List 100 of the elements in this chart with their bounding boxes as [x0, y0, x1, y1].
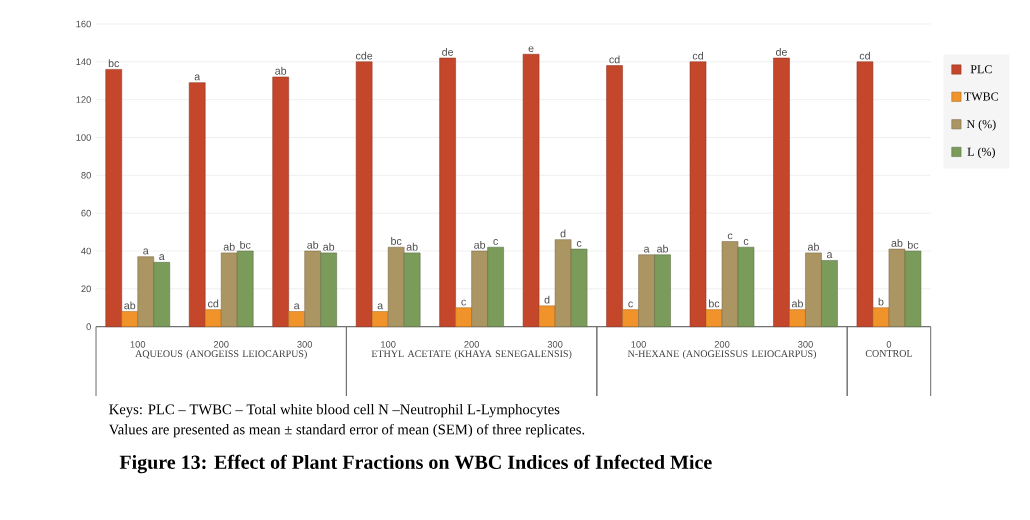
x-tick-label: 0	[886, 341, 892, 348]
bar	[188, 82, 206, 327]
x-tick-label: 200	[213, 341, 229, 348]
data-label: bc	[108, 59, 120, 68]
x-tick-label: 300	[297, 341, 313, 348]
bar	[773, 57, 790, 327]
x-tick-label: 300	[547, 341, 563, 348]
text: Values are presented as mean ± standard error of mean (SEM) of three replicates.	[108, 423, 585, 438]
legend-label: PLC	[970, 65, 992, 74]
bar	[654, 254, 671, 327]
data-label: a	[194, 74, 201, 81]
bar	[622, 309, 639, 327]
bar	[904, 250, 922, 327]
bar	[320, 252, 337, 327]
text: Figure 13: Effect of Plant Fractions on WBC Indices of Infected Mice	[119, 454, 712, 474]
data-label: ab	[657, 244, 669, 253]
bar	[371, 311, 389, 327]
bar	[721, 241, 739, 327]
data-label: c	[743, 239, 749, 245]
bar	[288, 311, 305, 327]
data-label: cd	[208, 299, 219, 308]
data-label: d	[544, 295, 550, 304]
y-tick-label: 20	[81, 285, 91, 293]
bar	[487, 246, 504, 327]
bar	[606, 65, 623, 327]
y-tick-label: 100	[76, 134, 91, 141]
bar	[538, 305, 556, 327]
text: CONTROL	[865, 350, 912, 357]
text: ETHYL ACETATE (KHAYA SENEGALENSIS)	[371, 350, 572, 360]
bar	[137, 256, 155, 327]
data-label: c	[461, 299, 467, 306]
x-tick-label: 100	[130, 341, 146, 348]
data-label: cd	[859, 51, 870, 60]
bar	[856, 61, 874, 327]
bar	[220, 252, 238, 327]
bar	[153, 262, 171, 327]
data-label: ab	[808, 242, 819, 251]
data-label: ab	[474, 240, 486, 249]
legend-label: N (%)	[966, 119, 996, 131]
data-label: ab	[406, 242, 418, 251]
bar	[121, 311, 139, 327]
x-tick-label: 300	[798, 341, 813, 348]
x-tick-label: 100	[381, 341, 396, 348]
y-tick-label: 140	[76, 58, 91, 66]
bar	[805, 252, 822, 327]
legend-label: TWBC	[964, 92, 998, 101]
data-label: ab	[124, 301, 136, 310]
data-label: a	[377, 303, 384, 310]
y-tick-label: 80	[81, 172, 91, 179]
y-tick-label: 0	[86, 323, 91, 330]
data-label: c	[576, 241, 582, 247]
bar	[439, 57, 456, 327]
y-tick-label: 40	[81, 247, 91, 255]
data-label: cd	[609, 55, 620, 64]
y-tick-label: 60	[81, 209, 91, 217]
y-tick-label: 160	[76, 20, 91, 28]
bar	[554, 239, 572, 327]
bar	[455, 307, 472, 327]
bar	[272, 76, 289, 327]
data-label: a	[644, 246, 650, 253]
bar	[705, 309, 723, 327]
x-tick-label: 100	[631, 341, 646, 348]
data-label: ab	[323, 242, 335, 251]
bar	[789, 309, 806, 327]
data-label: a	[159, 254, 165, 261]
data-label: ab	[792, 299, 803, 308]
text: N-HEXANE (ANOGEISSUS LEIOCARPUS)	[627, 350, 816, 360]
text: Keys: PLC – TWBC – Total white blood cell N –Neutrophil L-Lymphocytes	[109, 404, 560, 418]
data-label: ab	[307, 240, 319, 249]
bar	[689, 61, 707, 327]
bar	[471, 250, 488, 327]
data-label: c	[727, 233, 733, 240]
bar	[522, 53, 540, 327]
data-label: cde	[356, 51, 373, 60]
x-tick-label: 200	[714, 341, 730, 348]
data-label: cd	[692, 51, 703, 60]
data-label: ab	[891, 238, 903, 247]
bar	[570, 248, 588, 327]
data-label: de	[442, 47, 454, 56]
bar	[638, 254, 655, 327]
data-label: c	[493, 239, 499, 245]
data-label: ab	[275, 66, 287, 75]
x-tick-label: 200	[464, 341, 480, 348]
bar	[872, 307, 890, 327]
bar	[387, 246, 405, 327]
data-label: b	[878, 297, 884, 306]
bar	[236, 250, 254, 327]
text: AQUEOUS (ANOGEISS LEIOCARPUS)	[135, 350, 307, 360]
bar	[737, 246, 755, 327]
data-label: a	[294, 303, 300, 310]
data-label: bc	[908, 240, 919, 249]
data-label: bc	[240, 240, 251, 249]
data-label: bc	[709, 299, 720, 308]
data-label: bc	[391, 237, 402, 245]
data-label: a	[143, 248, 149, 255]
bar	[204, 309, 222, 327]
bar	[403, 252, 421, 327]
data-label: ab	[223, 242, 235, 251]
y-tick-label: 120	[76, 96, 91, 103]
bar	[105, 69, 123, 327]
